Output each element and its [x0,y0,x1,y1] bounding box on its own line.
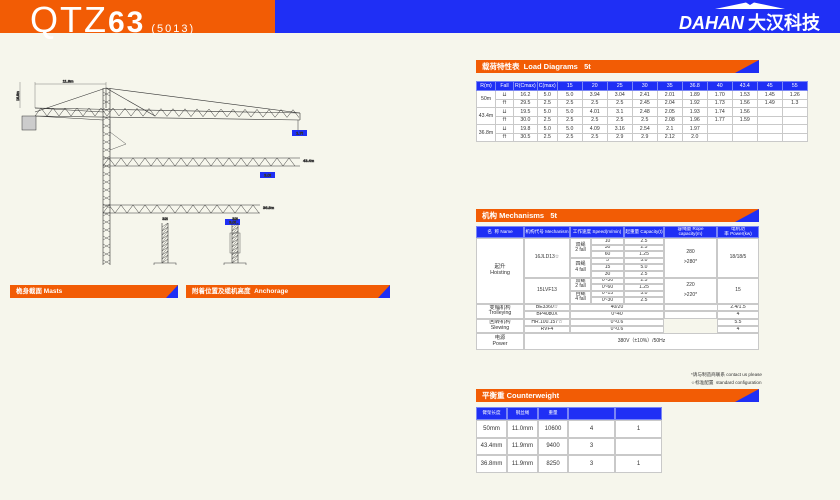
svg-text:32t: 32t [232,216,238,221]
svg-text:3.0t: 3.0t [264,173,272,178]
svg-text:32t: 32t [162,216,168,221]
svg-text:11.8m: 11.8m [63,79,74,84]
svg-text:1.7t: 1.7t [296,131,304,136]
svg-text:36.8m: 36.8m [263,205,275,210]
svg-text:43.4m: 43.4m [303,158,315,163]
svg-text:16.8m: 16.8m [16,91,20,101]
